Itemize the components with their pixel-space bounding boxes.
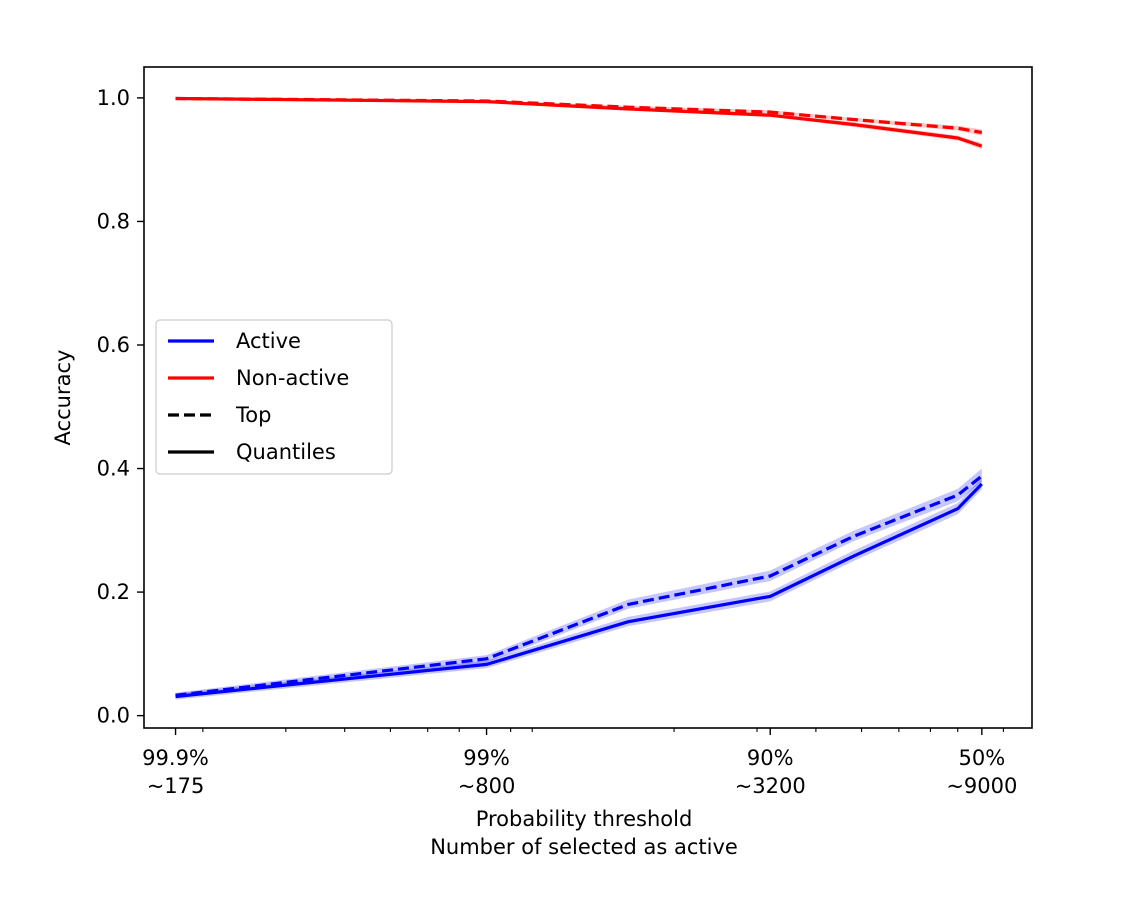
x-axis-label-line-1: Probability threshold: [476, 807, 693, 831]
y-tick-label: 0.2: [97, 580, 130, 604]
legend-item-active: Active: [168, 329, 301, 353]
legend-box: [155, 319, 393, 475]
x-tick-label-count: ~175: [147, 774, 205, 798]
series-line-active-top: [175, 474, 983, 697]
y-tick-label: 0.8: [97, 209, 130, 233]
y-axis-label: Accuracy: [51, 350, 75, 446]
x-minor-ticks: [202, 728, 1004, 732]
band-active-top: [175, 468, 982, 698]
x-tick-label-threshold: 99%: [463, 746, 510, 770]
x-tick-label-count: ~800: [458, 774, 516, 798]
legend-item-top: Top: [168, 403, 271, 427]
legend-label: Non-active: [236, 366, 349, 390]
y-axis: 0.0 0.2 0.4 0.6 0.8 1.0: [97, 86, 144, 728]
series-line-non-active-top: [175, 96, 983, 135]
x-axis-label-line-2: Number of selected as active: [430, 835, 738, 859]
y-tick-label: 0.4: [97, 457, 130, 481]
band-active-quantiles: [175, 477, 982, 700]
legend: Active Non-active Top Quantiles: [155, 319, 393, 475]
plot-frame: [143, 66, 1033, 729]
x-tick-label-threshold: 99.9%: [142, 746, 209, 770]
series-lines: [175, 96, 983, 699]
x-tick-label-threshold: 50%: [958, 746, 1005, 770]
y-tick-label: 0.6: [97, 333, 130, 357]
legend-item-quantiles: Quantiles: [168, 440, 336, 464]
x-tick-label-count: ~3200: [735, 774, 806, 798]
x-axis: 99.9% ~175 99% ~800 90% ~3200 50% ~9000: [142, 728, 1017, 798]
legend-label: Top: [235, 403, 271, 427]
y-tick-label: 0.0: [97, 704, 130, 728]
x-tick-label-threshold: 90%: [747, 746, 794, 770]
legend-item-non-active: Non-active: [168, 366, 349, 390]
y-tick-label: 1.0: [97, 86, 130, 110]
x-tick-label-count: ~9000: [946, 774, 1017, 798]
legend-label: Active: [236, 329, 301, 353]
legend-label: Quantiles: [236, 440, 336, 464]
series-line-active-quantiles: [175, 482, 983, 699]
